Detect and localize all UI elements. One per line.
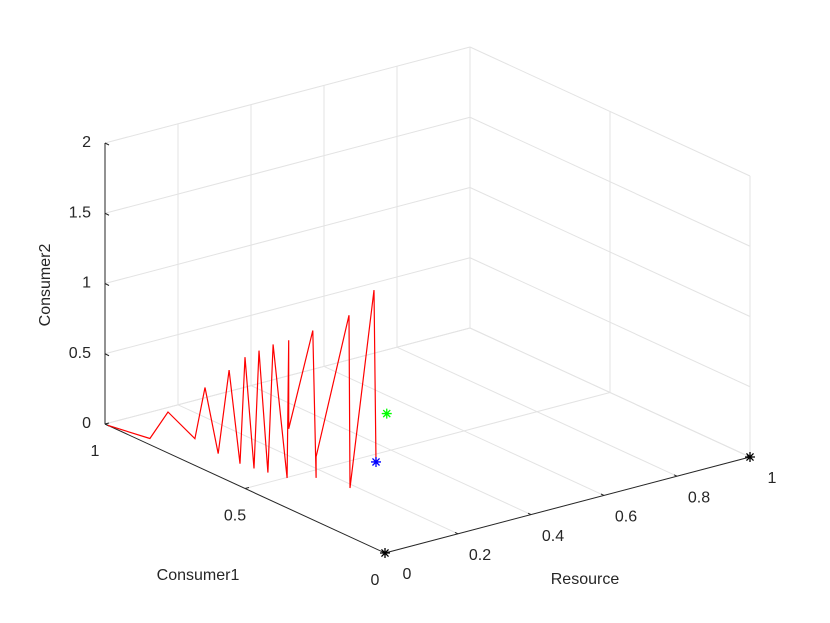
x-axis-title: Resource <box>551 571 620 588</box>
z-tick-label: 2 <box>82 134 91 151</box>
z-tick <box>104 212 110 216</box>
z-tick-label: 0.5 <box>69 345 91 362</box>
z-tick <box>104 353 110 357</box>
grid-line <box>469 327 751 458</box>
y-tick-label: 0 <box>371 572 380 589</box>
x-tick-label: 0.6 <box>615 509 637 526</box>
y-tick <box>244 487 250 489</box>
star-marker <box>745 452 755 462</box>
trajectory-line <box>107 290 377 489</box>
grid-line <box>104 46 471 144</box>
grid-line <box>104 187 471 284</box>
x-tick <box>527 512 532 516</box>
z-tick-label: 1.5 <box>69 204 91 221</box>
grid-line <box>469 187 751 317</box>
x-tick-label: 0.4 <box>542 528 564 545</box>
star-marker <box>381 408 392 419</box>
grid-line <box>469 257 751 388</box>
z-tick-label: 1 <box>82 275 91 292</box>
z-tick <box>104 283 110 286</box>
grid-line <box>469 116 751 247</box>
y-tick-label: 0.5 <box>224 508 246 525</box>
x-tick <box>673 474 678 477</box>
x-axis-line <box>384 456 751 554</box>
x-tick <box>600 493 605 496</box>
star-marker <box>371 456 382 467</box>
grid-line <box>469 46 751 177</box>
y-axis-title: Consumer1 <box>157 567 240 584</box>
z-tick <box>104 142 110 146</box>
grid-line <box>244 392 611 489</box>
x-tick-label: 1 <box>768 470 777 487</box>
grid-line <box>104 116 471 214</box>
x-tick-label: 0.8 <box>688 489 710 506</box>
x-tick-label: 0 <box>403 566 412 583</box>
z-tick-label: 0 <box>82 415 91 432</box>
x-tick-label: 0.2 <box>469 547 491 564</box>
z-axis-title: Consumer2 <box>37 244 54 327</box>
star-marker <box>380 548 390 558</box>
grid-line <box>104 327 471 425</box>
grid-line <box>104 257 471 355</box>
x-tick <box>454 531 459 535</box>
y-tick-label: 1 <box>91 443 100 460</box>
